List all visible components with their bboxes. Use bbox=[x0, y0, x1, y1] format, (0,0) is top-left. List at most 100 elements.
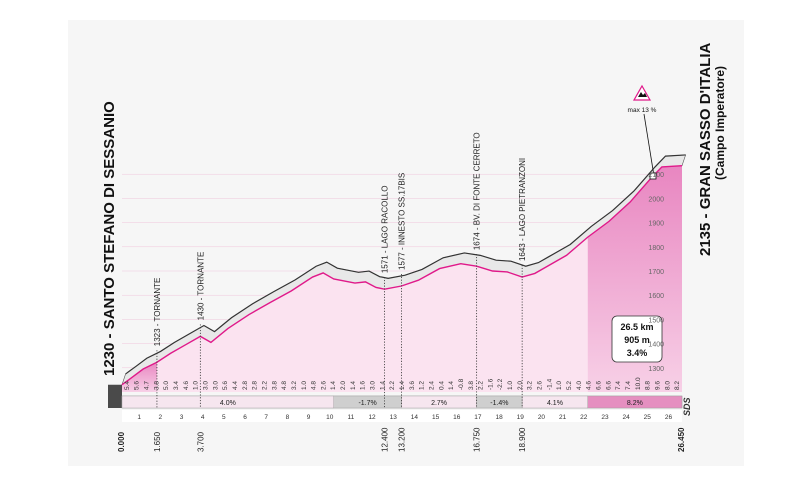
gradient-label: 1.4 bbox=[399, 381, 406, 390]
gradient-label: 1.0 bbox=[193, 381, 200, 390]
km-label-9: 9 bbox=[307, 414, 311, 421]
km-label-6: 6 bbox=[243, 414, 247, 421]
gradient-label: 3.8 bbox=[271, 381, 278, 390]
finish-location-label: 2135 - GRAN SASSO D'ITALIA bbox=[697, 43, 714, 256]
waypoint-distance-2: 12.400 bbox=[381, 427, 390, 452]
km-label-7: 7 bbox=[264, 414, 268, 421]
gradient-label: 2.6 bbox=[320, 381, 327, 390]
summary-box bbox=[611, 315, 663, 363]
brand-logo: SDS bbox=[682, 397, 692, 416]
y-tick-1800: 1800 bbox=[648, 245, 664, 252]
gradient-label: 10.0 bbox=[635, 377, 642, 390]
gradient-label: 3.0 bbox=[212, 381, 219, 390]
gradient-label: 2.2 bbox=[478, 381, 485, 390]
km-label-25: 25 bbox=[644, 414, 652, 421]
km-label-17: 17 bbox=[474, 414, 482, 421]
gradient-label: -1.4 bbox=[546, 378, 553, 390]
waypoint-label-1: 1430 - TORNANTE bbox=[196, 252, 205, 321]
profile-area bbox=[122, 165, 682, 392]
km-row bbox=[122, 410, 682, 422]
km-label-13: 13 bbox=[390, 414, 398, 421]
km-label-11: 11 bbox=[348, 414, 355, 421]
gradient-label: 2.6 bbox=[537, 381, 544, 390]
waypoint-distance-3: 13.200 bbox=[397, 427, 406, 452]
summary-line-0: 26.5 km bbox=[620, 322, 653, 332]
gradient-label: 7.4 bbox=[625, 381, 632, 390]
km-label-16: 16 bbox=[453, 414, 461, 421]
km-label-14: 14 bbox=[411, 414, 419, 421]
km-label-18: 18 bbox=[495, 414, 503, 421]
gradient-label: 3.6 bbox=[409, 381, 416, 390]
km-label-12: 12 bbox=[368, 414, 376, 421]
segment-label-3: -1.4% bbox=[490, 400, 508, 407]
summary-line-2: 3.4% bbox=[627, 348, 648, 358]
km-label-1: 1 bbox=[137, 414, 141, 421]
gradient-label: 1.4 bbox=[350, 381, 357, 390]
segment-label-0: 4.0% bbox=[220, 400, 236, 407]
profile-line bbox=[121, 165, 683, 386]
gradient-label: 1.4 bbox=[379, 381, 386, 390]
gradient-label: 2.2 bbox=[261, 381, 268, 390]
gradient-label: 1.2 bbox=[419, 381, 426, 390]
max-gradient-point bbox=[649, 172, 657, 180]
gradient-label: 4.4 bbox=[232, 381, 239, 390]
km-label-24: 24 bbox=[623, 414, 631, 421]
gradient-label: 3.8 bbox=[468, 381, 475, 390]
segment-label-2: 2.7% bbox=[431, 400, 447, 407]
gradient-label: 3.8 bbox=[153, 381, 160, 390]
gradient-label: 4.0 bbox=[576, 381, 583, 390]
summary-line-1: 905 m bbox=[624, 335, 650, 345]
waypoint-distance-4: 16.750 bbox=[473, 427, 482, 452]
km-label-4: 4 bbox=[201, 414, 205, 421]
gradient-label: 4.8 bbox=[311, 381, 318, 390]
y-tick-1700: 1700 bbox=[648, 269, 664, 276]
gradient-label: 4.8 bbox=[281, 381, 288, 390]
gradient-label: 6.6 bbox=[595, 381, 602, 390]
y-tick-1900: 1900 bbox=[648, 221, 664, 228]
km-label-19: 19 bbox=[517, 414, 525, 421]
gradient-label: 1.0 bbox=[507, 381, 514, 390]
gradient-label: -2.2 bbox=[497, 378, 504, 390]
gradient-label: 6.6 bbox=[605, 381, 612, 390]
segment-label-4: 4.1% bbox=[547, 400, 563, 407]
segment-5 bbox=[587, 395, 683, 409]
gradient-label: 8.2 bbox=[674, 381, 681, 390]
gradient-label: 8.0 bbox=[664, 381, 671, 390]
max-gradient-icon bbox=[632, 84, 652, 101]
gradient-label: 1.0 bbox=[556, 381, 563, 390]
finish-distance: 26.450 bbox=[677, 427, 686, 452]
finish-sublabel: (Campo Imperatore) bbox=[713, 66, 727, 180]
km-label-20: 20 bbox=[538, 414, 546, 421]
km-label-23: 23 bbox=[601, 414, 609, 421]
y-tick-2100: 2100 bbox=[648, 172, 664, 179]
gradient-label: 1.4 bbox=[330, 381, 337, 390]
waypoint-distance-1: 3.700 bbox=[196, 431, 205, 452]
waypoint-label-2: 1571 - LAGO RACOLLO bbox=[381, 186, 390, 274]
km-label-15: 15 bbox=[432, 414, 440, 421]
gradient-label: 9.6 bbox=[654, 381, 661, 390]
y-tick-2000: 2000 bbox=[648, 196, 664, 203]
gradient-label: 8.8 bbox=[645, 381, 652, 390]
profile-ridge-line bbox=[125, 154, 686, 375]
max-gradient-pointer bbox=[643, 113, 655, 177]
km-label-5: 5 bbox=[222, 414, 226, 421]
gradient-label: 2.8 bbox=[242, 381, 249, 390]
gradient-label: 5.6 bbox=[134, 381, 141, 390]
waypoint-label-4: 1674 - BV. DI FONTE CERRETO bbox=[473, 132, 482, 250]
max-gradient-label: max 13 % bbox=[628, 107, 657, 114]
waypoint-label-3: 1577 - INNESTO SS.17BIS bbox=[397, 173, 406, 270]
km-label-3: 3 bbox=[180, 414, 184, 421]
gradient-label: 5.2 bbox=[566, 381, 573, 390]
start-location-label: 1230 - SANTO STEFANO DI SESSANIO bbox=[101, 101, 118, 376]
gradient-label: 5.6 bbox=[222, 381, 229, 390]
gradient-label: 3.2 bbox=[527, 381, 534, 390]
gradient-label: 1.6 bbox=[360, 381, 367, 390]
max-gradient-glyph bbox=[638, 92, 647, 97]
gradient-label: 4.6 bbox=[183, 381, 190, 390]
segment-label-1: -1.7% bbox=[358, 400, 376, 407]
gradient-label: 3.0 bbox=[370, 381, 377, 390]
waypoint-label-5: 1643 - LAGO PIETRANZONI bbox=[518, 158, 527, 261]
y-tick-1600: 1600 bbox=[648, 293, 664, 300]
gradient-label: 3.2 bbox=[291, 381, 298, 390]
